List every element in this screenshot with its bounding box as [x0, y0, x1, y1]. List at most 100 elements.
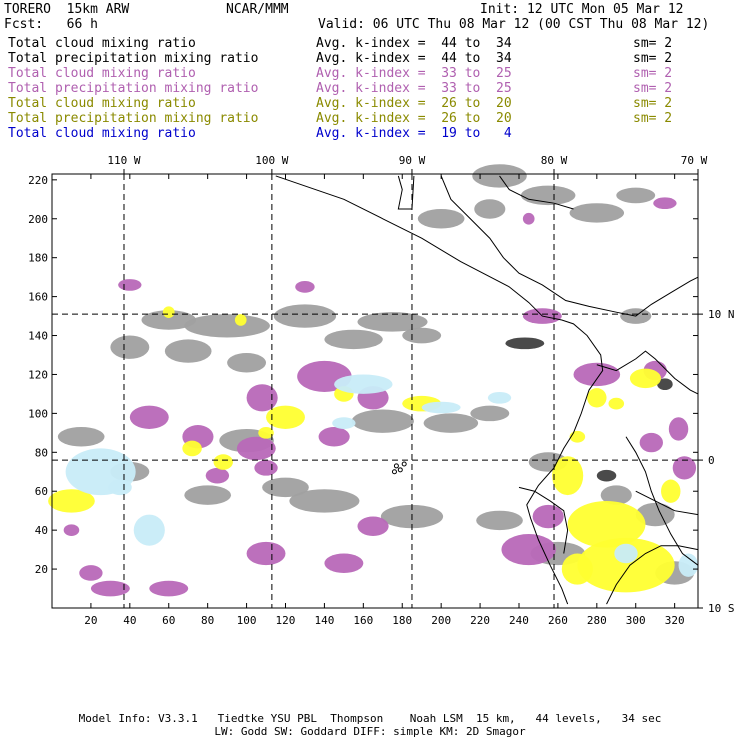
y-tick-label: 220 [28, 174, 48, 187]
legend-kindex: Avg. k-index = 44 to 34 [316, 51, 512, 66]
cloud-blob [600, 485, 632, 505]
cloud-blob [324, 329, 383, 350]
y-tick-label: 200 [28, 213, 48, 226]
cloud-blob [423, 413, 479, 433]
cloud-blob [332, 417, 356, 429]
cloud-blob [258, 427, 274, 439]
coastline [440, 175, 699, 317]
legend-field: Total precipitation mixing ratio [8, 111, 259, 126]
legend-smoothing: sm= 2 [633, 81, 673, 96]
cloud-blob [273, 304, 337, 328]
cloud-blob [487, 391, 512, 404]
cloud-blob [573, 362, 621, 387]
lat-lon-grid [52, 174, 698, 608]
coastline [397, 175, 415, 210]
x-tick-label: 220 [470, 614, 490, 627]
x-tick-label: 100 [237, 614, 257, 627]
cloud-blob [476, 510, 523, 531]
lon-label: 110 W [107, 154, 140, 167]
init-time: Init: 12 UTC Mon 05 Mar 12 [480, 2, 684, 17]
cloud-blob [110, 335, 150, 359]
legend-field: Total cloud mixing ratio [8, 36, 196, 51]
y-tick-label: 160 [28, 291, 48, 304]
cloud-blob [569, 203, 625, 223]
legend-smoothing: sm= 2 [633, 36, 673, 51]
cloud-blob [567, 500, 646, 548]
forecast-map: 20 40 60 80 100 120 140 160 180 200 220 240 260 280 30… [28, 154, 734, 627]
cloud-blob [357, 312, 428, 332]
cloud-blob [162, 306, 175, 319]
cloud-blob [79, 565, 103, 581]
cloud-blob [635, 502, 675, 527]
legend-field: Total cloud mixing ratio [8, 96, 196, 111]
footer-model-info: Model Info: V3.3.1 Tiedtke YSU PBL Thomp… [78, 712, 662, 725]
cloud-blob [357, 516, 389, 536]
coastline [499, 175, 574, 210]
cloud-blob [141, 310, 196, 330]
cloud-blob [417, 209, 465, 229]
legend-kindex: Avg. k-index = 19 to 4 [316, 126, 512, 141]
x-tick-label: 240 [509, 614, 529, 627]
cloud-blob [108, 479, 132, 496]
legend-field: Total precipitation mixing ratio [8, 51, 259, 66]
cloud-blob [90, 580, 130, 597]
x-tick-label: 60 [162, 614, 175, 627]
cloud-blob [246, 541, 286, 566]
cloud-blob [608, 397, 625, 410]
y-tick-label: 20 [35, 563, 48, 576]
legend-smoothing: sm= 2 [633, 51, 673, 66]
cloud-blob [182, 440, 202, 457]
cloud-blob [262, 477, 309, 498]
cloud-blob [672, 456, 697, 480]
x-tick-label: 20 [84, 614, 97, 627]
cloud-blob [57, 427, 105, 447]
cloud-blob [334, 374, 393, 394]
legend-kindex: Avg. k-index = 33 to 25 [316, 81, 512, 96]
cloud-blob [552, 456, 584, 496]
cloud-blob [678, 553, 698, 577]
axis-ticks: 20 40 60 80 100 120 140 160 180 200 220 240 260 280 30… [28, 154, 734, 627]
lon-label: 70 W [681, 154, 708, 167]
cloud-blob [254, 460, 278, 476]
y-tick-label: 80 [35, 446, 48, 459]
lat-label: 10 N [708, 308, 735, 321]
cloud-blob [184, 485, 232, 505]
cloud-blob [324, 553, 364, 573]
cloud-blob [213, 454, 233, 470]
cloud-blob [164, 339, 212, 363]
cloud-blob [289, 489, 360, 513]
y-tick-label: 60 [35, 485, 48, 498]
coastlines [275, 175, 699, 605]
x-tick-label: 200 [431, 614, 451, 627]
cloud-fields [48, 164, 698, 597]
cloud-blob [587, 388, 607, 408]
valid-time: Valid: 06 UTC Thu 08 Mar 12 (00 CST Thu … [318, 17, 710, 32]
coastline [635, 490, 699, 516]
cloud-blob [653, 197, 677, 210]
cloud-blob [227, 353, 267, 373]
legend-kindex: Avg. k-index = 44 to 34 [316, 36, 512, 51]
coastline [606, 545, 699, 605]
map-frame [51, 173, 699, 609]
cloud-blob [522, 212, 535, 225]
cloud-blob [421, 401, 461, 414]
cloud-blob [596, 469, 617, 482]
island [401, 461, 407, 467]
legend-smoothing: sm= 2 [633, 96, 673, 111]
y-tick-label: 140 [28, 330, 48, 343]
x-tick-label: 140 [314, 614, 334, 627]
cloud-blob [561, 553, 593, 585]
cloud-blob [569, 430, 586, 443]
legend-kindex: Avg. k-index = 26 to 20 [316, 96, 512, 111]
cloud-blob [133, 514, 165, 546]
lon-label: 90 W [399, 154, 426, 167]
forecast-hour: Fcst: 66 h [4, 17, 98, 32]
cloud-blob [129, 405, 169, 429]
cloud-blob [532, 504, 564, 529]
cloud-blob [402, 327, 442, 344]
cloud-blob [501, 534, 556, 566]
x-tick-label: 40 [123, 614, 136, 627]
cloud-blob [661, 479, 681, 503]
x-tick-label: 260 [548, 614, 568, 627]
cloud-blob [266, 405, 305, 429]
